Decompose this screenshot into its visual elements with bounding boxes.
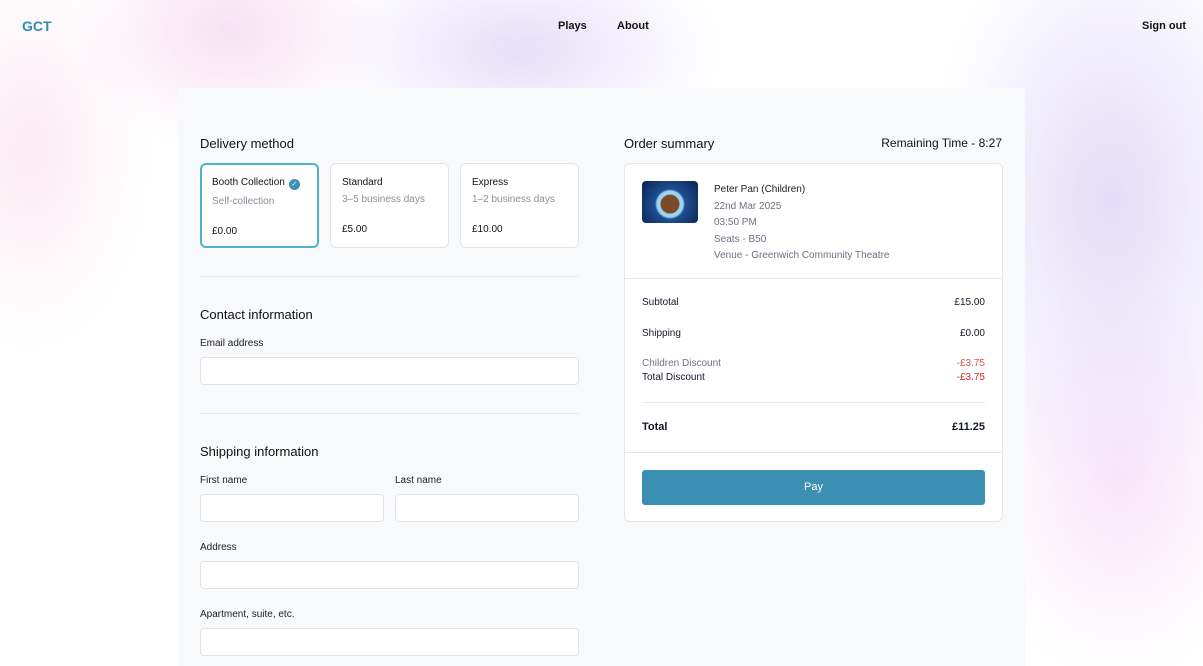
apartment-input[interactable] [200, 628, 579, 656]
total-row: Total £11.25 [642, 421, 985, 433]
total-discount-value: -£3.75 [956, 372, 985, 383]
play-thumbnail [642, 181, 698, 223]
option-subtitle: Self-collection [212, 196, 275, 207]
contact-title: Contact information [200, 307, 313, 322]
sign-out-link[interactable]: Sign out [1142, 20, 1186, 32]
first-name-input[interactable] [200, 494, 384, 522]
shipping-title: Shipping information [200, 444, 319, 459]
children-discount-label: Children Discount [642, 358, 721, 369]
email-input[interactable] [200, 357, 579, 385]
last-name-label: Last name [395, 475, 442, 486]
divider [642, 402, 985, 403]
total-label: Total [642, 421, 668, 433]
delivery-option-booth[interactable]: Booth Collection ✓ Self-collection £0.00 [200, 163, 319, 248]
subtotal-row: Subtotal £15.00 [642, 297, 985, 308]
delivery-title: Delivery method [200, 136, 294, 151]
divider [625, 278, 1002, 279]
divider [200, 413, 579, 414]
order-summary-title: Order summary [624, 136, 715, 151]
total-value: £11.25 [951, 421, 985, 433]
nav-about[interactable]: About [617, 20, 649, 32]
check-circle-icon: ✓ [288, 179, 300, 190]
logo[interactable]: GCT [22, 18, 52, 34]
divider [200, 276, 579, 277]
address-label: Address [200, 542, 237, 553]
option-title: Express [472, 177, 509, 188]
option-price: £10.00 [472, 224, 503, 235]
remaining-time: Remaining Time - 8:27 [881, 136, 1002, 150]
children-discount-value: -£3.75 [956, 358, 985, 369]
nav-plays[interactable]: Plays [558, 20, 587, 32]
checkout-panel: Delivery method Booth Collection ✓ Self-c… [178, 88, 1025, 666]
shipping-value: £0.00 [959, 328, 985, 339]
option-price: £0.00 [212, 226, 238, 237]
option-subtitle: 1–2 business days [472, 194, 555, 205]
top-nav: GCT Plays About Sign out [0, 0, 1203, 52]
pay-button[interactable]: Pay [642, 470, 985, 505]
seats: Seats - B50 [714, 233, 767, 245]
order-summary-card: Peter Pan (Children) 22nd Mar 2025 03:50… [624, 163, 1003, 522]
delivery-option-standard[interactable]: Standard 3–5 business days £5.00 [330, 163, 449, 248]
email-label: Email address [200, 338, 264, 349]
total-discount-row: Total Discount -£3.75 [642, 372, 985, 383]
address-input[interactable] [200, 561, 579, 589]
children-discount-row: Children Discount -£3.75 [642, 358, 985, 369]
first-name-label: First name [200, 475, 248, 486]
play-name: Peter Pan (Children) [714, 184, 806, 195]
total-discount-label: Total Discount [642, 372, 705, 383]
shipping-row: Shipping £0.00 [642, 328, 985, 339]
delivery-option-express[interactable]: Express 1–2 business days £10.00 [460, 163, 579, 248]
play-date: 22nd Mar 2025 [714, 200, 782, 212]
divider [625, 452, 1002, 453]
venue: Venue - Greenwich Community Theatre [714, 250, 890, 261]
subtotal-label: Subtotal [642, 297, 679, 308]
shipping-label: Shipping [642, 328, 681, 339]
play-time: 03:50 PM [714, 217, 757, 228]
apartment-label: Apartment, suite, etc. [200, 609, 295, 620]
item-info: Peter Pan (Children) 22nd Mar 2025 03:50… [714, 182, 889, 265]
last-name-input[interactable] [395, 494, 579, 522]
option-price: £5.00 [342, 224, 368, 235]
option-subtitle: 3–5 business days [342, 194, 425, 205]
option-title: Booth Collection [212, 177, 285, 188]
option-title: Standard [342, 177, 383, 188]
subtotal-value: £15.00 [954, 297, 985, 308]
